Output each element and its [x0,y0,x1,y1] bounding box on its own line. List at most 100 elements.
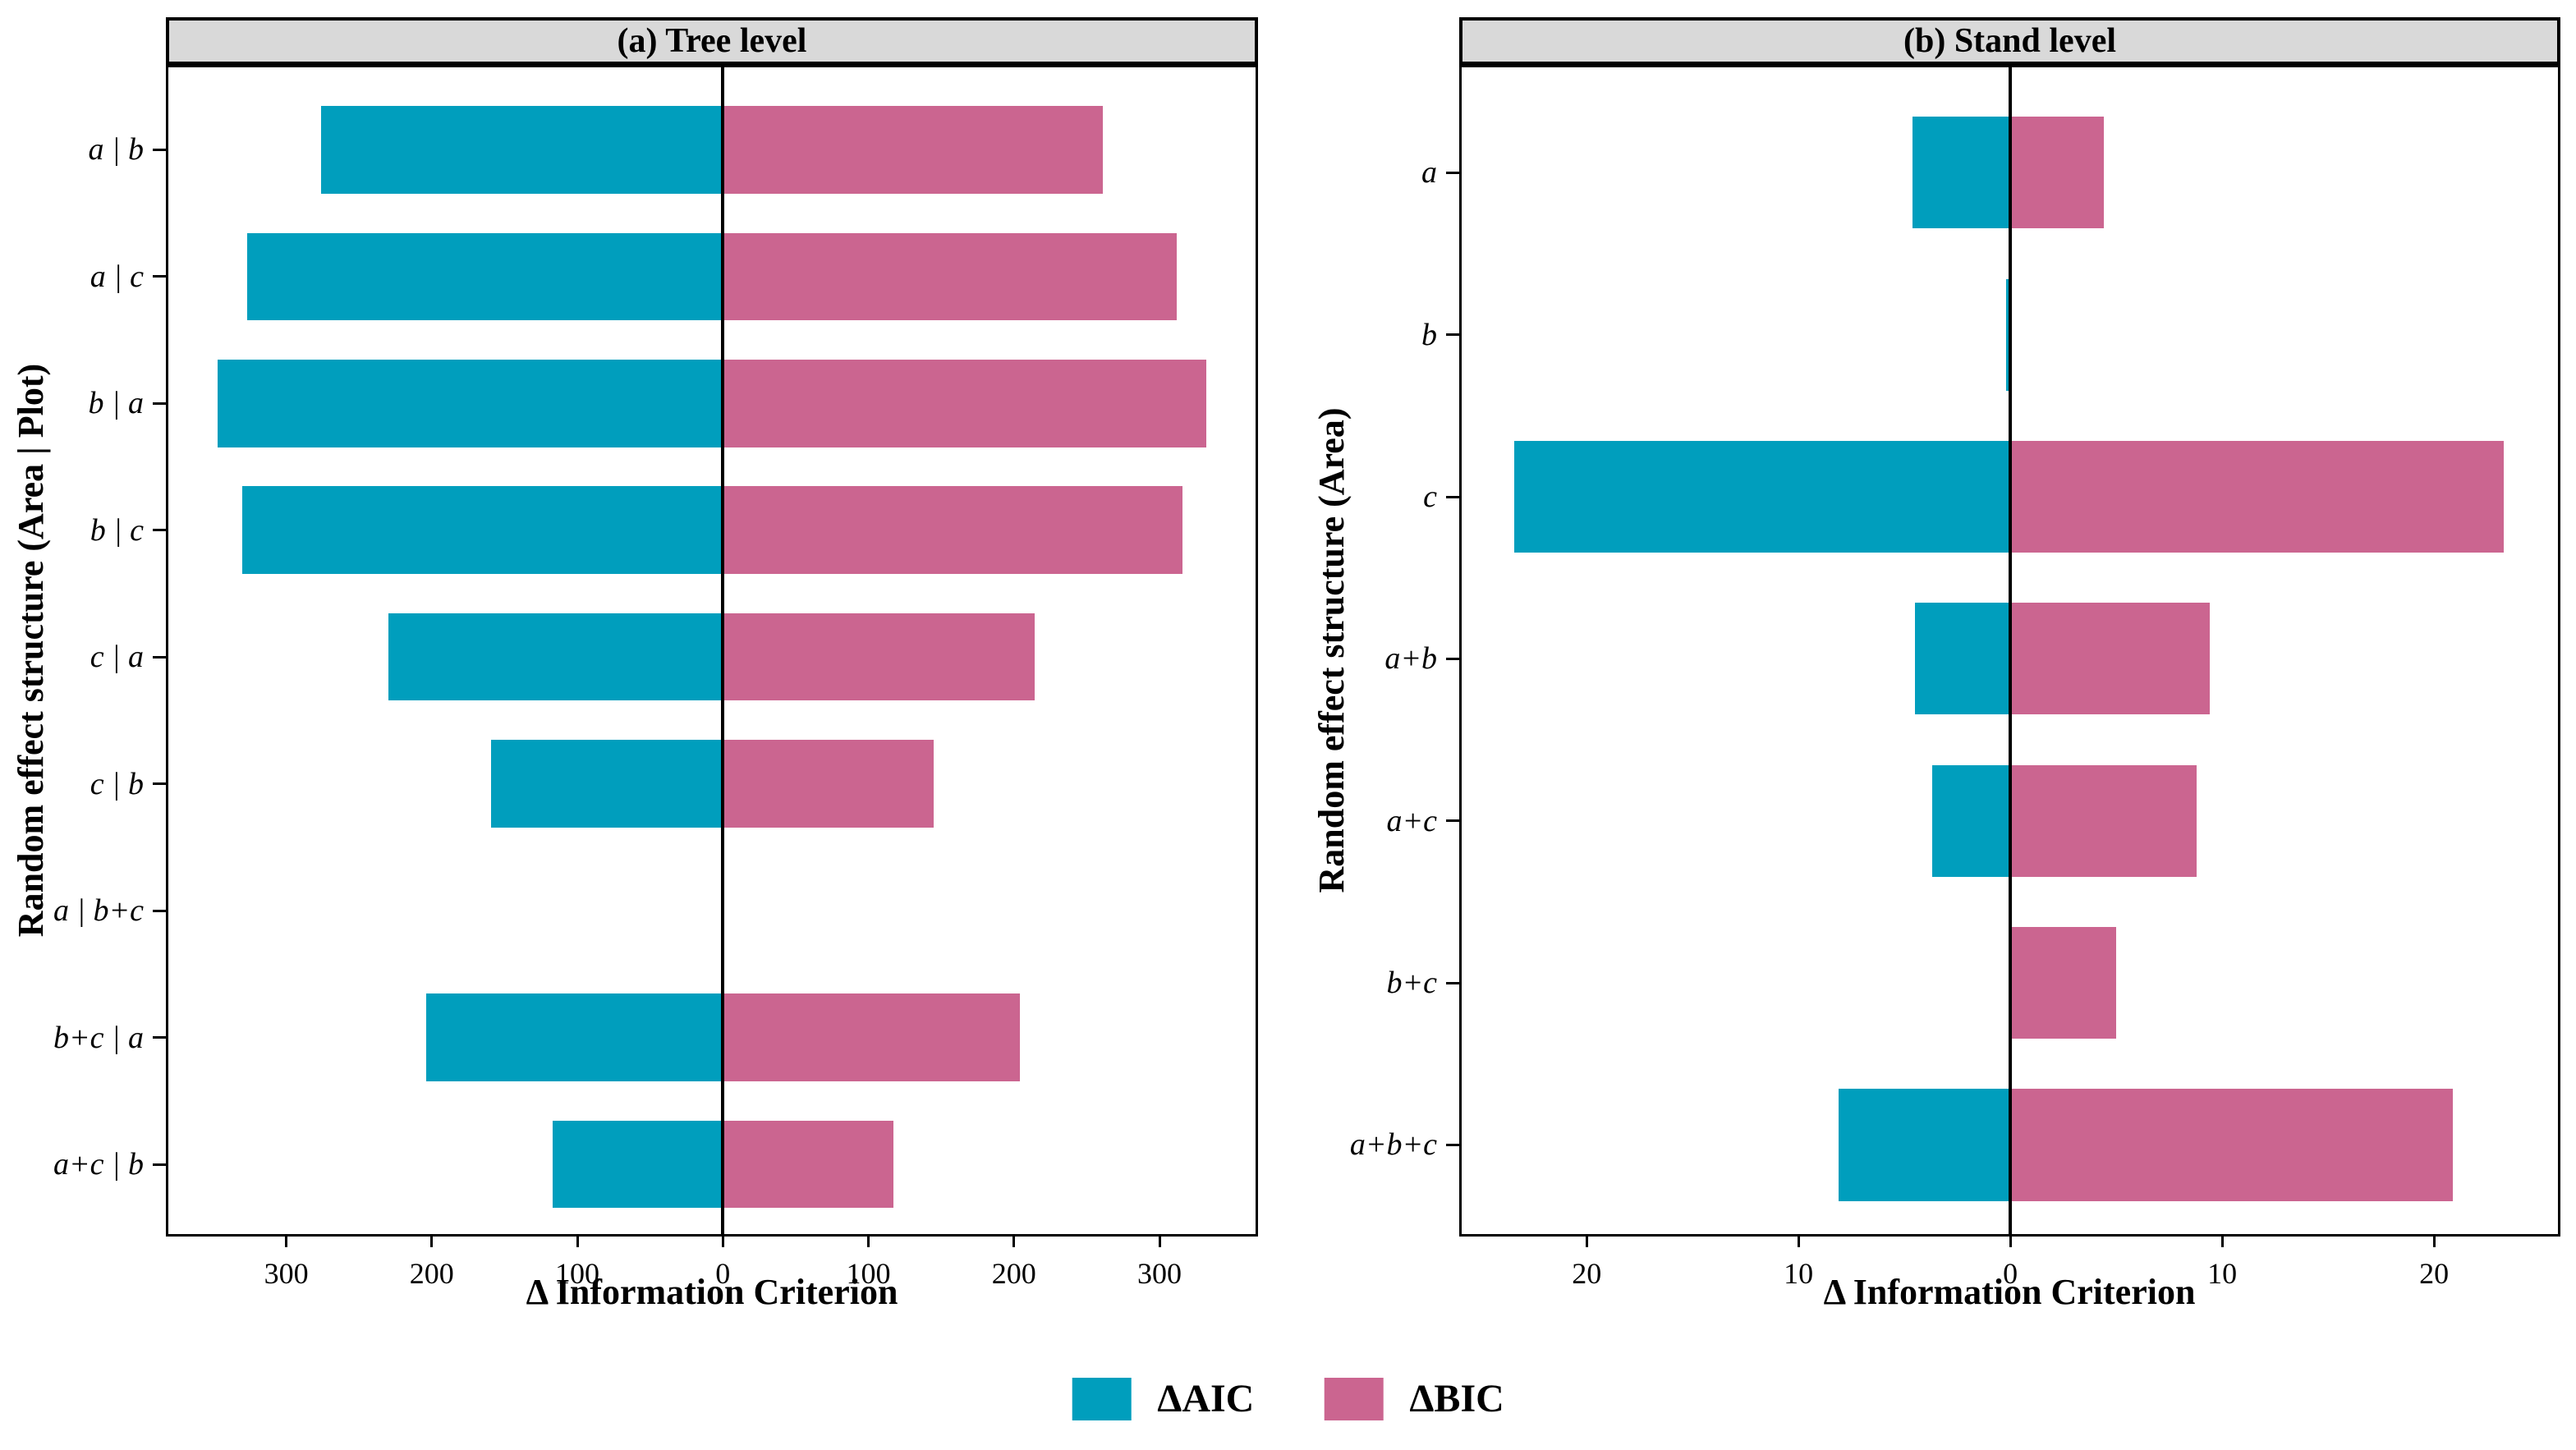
x-axis-tick-label: 200 [409,1257,454,1290]
legend-item-aic: ΔAIC [1072,1378,1254,1420]
x-axis-tick-label: 0 [715,1257,731,1290]
y-axis-tick [1446,495,1459,498]
legend: ΔAIC ΔBIC [1072,1378,1504,1420]
y-axis-category-label: a+c | b [53,1147,144,1182]
bar-aic-a|b [321,106,723,194]
bar-bic-a|b [723,106,1103,194]
y-axis-tick [1446,981,1459,984]
x-axis-tick-label: 300 [264,1257,309,1290]
facet-strip-tree-level: (a) Tree level [166,17,1258,65]
bar-bic-b+c [2010,927,2117,1039]
bar-bic-c|b [723,740,934,828]
y-axis-category-label: a+c [1386,803,1437,838]
bar-bic-a|c [723,232,1178,321]
x-axis-tick-label: 20 [1572,1257,1602,1290]
x-axis-tick [1012,1234,1016,1247]
x-axis-tick-label: 10 [1784,1257,1814,1290]
zero-reference-line [2009,67,2013,1234]
y-axis-tick [1446,171,1459,174]
aic-color-swatch-icon [1072,1378,1132,1420]
plot-a: a | b a | c b | a b | c c | a c | b a | b+c b+c… [53,65,1258,1288]
x-axis-tick [430,1234,434,1247]
y-axis-category-label: a | b+c [53,893,144,929]
bar-aic-b+c|a [425,993,723,1081]
y-axis-category-label: c [1423,480,1437,514]
x-axis-tick-label: 100 [555,1257,600,1290]
y-axis-tick [153,1163,166,1166]
y-axis-title-a: Random effect structure (Area | Plot) [11,363,51,938]
legend-label-aic: ΔAIC [1157,1377,1255,1420]
bar-aic-c|b [491,740,723,828]
x-axis-tick [1585,1234,1588,1247]
y-axis-tick [153,529,166,532]
x-axis-tick [2009,1234,2012,1247]
x-axis-tick [721,1234,724,1247]
x-axis-tick [2432,1234,2436,1247]
bar-aic-c [1514,440,2011,553]
y-axis-tick [153,148,166,151]
x-axis-tick [2220,1234,2224,1247]
bar-aic-c|a [388,613,723,701]
y-axis-tick [1446,819,1459,823]
bar-aic-a|c [246,232,723,321]
bar-aic-b|a [218,360,723,447]
x-axis-tick-label: 300 [1137,1257,1182,1290]
y-axis-category-label: b+c [1386,966,1437,1001]
x-axis-tick [576,1234,579,1247]
y-axis-tick [1446,333,1459,337]
y-axis-category-label: b | c [90,512,144,548]
y-axis-tick [153,655,166,658]
bar-aic-a+b+c [1839,1089,2011,1201]
x-axis-tick [285,1234,288,1247]
bar-bic-c|a [723,613,1035,701]
facet-strip-label: (a) Tree level [617,22,807,60]
y-axis-tick [153,1036,166,1039]
x-axis-tick-label: 10 [2207,1257,2238,1290]
bar-bic-b|c [723,486,1183,575]
y-axis-tick [153,909,166,912]
x-axis-tick [867,1234,870,1247]
x-axis-tick [1158,1234,1161,1247]
facet-strip-stand-level: (b) Stand level [1459,17,2560,65]
legend-label-bic: ΔBIC [1409,1377,1504,1420]
bar-aic-a+c|b [552,1120,723,1209]
x-axis-tick [1797,1234,1800,1247]
x-axis-tick-label: 20 [2419,1257,2450,1290]
bar-aic-a [1912,117,2011,229]
plot-b: a b c a+b a+c b+c a+b+c 20 10 0 10 20 [1350,65,2560,1288]
y-axis-category-label: c | b [90,766,144,801]
y-axis-category-label: b [1421,317,1437,352]
y-axis-tick [1446,1143,1459,1146]
y-axis-tick [153,782,166,786]
y-axis-category-label: b | a [88,386,144,421]
y-axis-category-label: a [1421,155,1437,190]
y-axis-category-label: c | a [90,640,144,675]
y-axis-category-label: a | c [90,259,144,294]
x-axis-tick-label: 100 [846,1257,891,1290]
y-axis-category-label: a+b [1384,641,1437,677]
y-axis-category-label: a | b [88,132,144,167]
bar-bic-a+b+c [2010,1089,2454,1201]
bar-bic-b|a [723,360,1206,447]
y-axis-category-label: b+c | a [53,1020,144,1055]
bar-bic-a+b [2010,603,2210,715]
bic-color-swatch-icon [1324,1378,1384,1420]
x-axis-tick-label: 200 [991,1257,1036,1290]
y-axis-title-b: Random effect structure (Area) [1311,407,1352,893]
x-axis-title-a: Δ Information Criterion [526,1272,898,1312]
bar-aic-a+b [1915,603,2011,715]
x-axis-title-b: Δ Information Criterion [1823,1272,2196,1312]
bar-bic-b+c|a [723,993,1020,1081]
legend-item-bic: ΔBIC [1324,1378,1504,1420]
y-axis-category-label: a+b+c [1349,1127,1437,1163]
bar-bic-a+c [2010,764,2197,877]
bar-aic-b [2005,278,2011,391]
y-axis-tick [153,275,166,278]
zero-reference-line [721,67,725,1234]
x-axis-tick-label: 0 [2003,1257,2018,1290]
bar-bic-c [2010,440,2505,553]
bar-bic-a [2010,117,2104,229]
bar-aic-b|c [242,486,723,575]
facet-strip-label: (b) Stand level [1903,22,2116,60]
